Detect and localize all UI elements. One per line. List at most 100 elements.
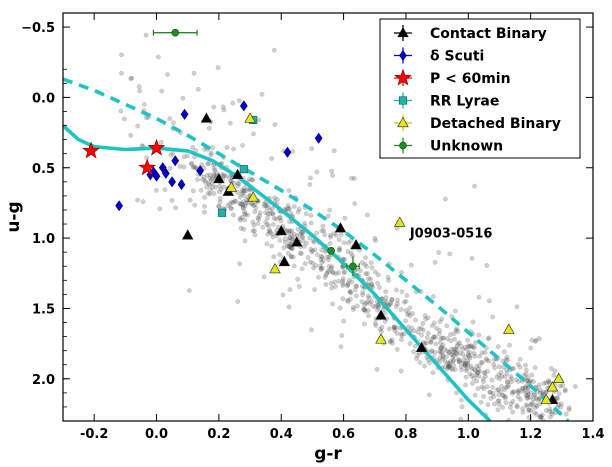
background-star bbox=[291, 232, 297, 237]
background-star bbox=[495, 407, 501, 413]
background-star bbox=[212, 168, 218, 173]
background-star bbox=[489, 377, 495, 383]
background-star bbox=[460, 346, 466, 352]
background-star bbox=[460, 357, 466, 363]
background-star bbox=[481, 369, 487, 375]
background-star bbox=[440, 354, 446, 360]
background-star bbox=[259, 91, 265, 97]
background-star bbox=[263, 203, 269, 209]
background-star bbox=[375, 302, 381, 308]
background-star bbox=[311, 239, 317, 245]
background-star bbox=[317, 263, 323, 269]
background-star bbox=[325, 268, 331, 274]
background-star bbox=[523, 392, 529, 398]
plot-frame bbox=[62, 12, 594, 422]
background-star bbox=[319, 259, 325, 265]
background-star bbox=[403, 307, 409, 313]
background-star bbox=[368, 276, 374, 282]
background-star bbox=[458, 364, 464, 370]
background-star bbox=[549, 411, 555, 417]
background-star bbox=[370, 284, 376, 290]
background-star bbox=[515, 361, 521, 367]
background-star bbox=[190, 188, 196, 194]
background-star bbox=[287, 287, 293, 292]
background-star bbox=[465, 351, 471, 357]
background-star bbox=[487, 389, 493, 395]
background-star bbox=[270, 210, 275, 216]
background-star bbox=[373, 303, 378, 309]
background-star bbox=[437, 348, 443, 354]
background-star bbox=[211, 172, 217, 178]
background-star bbox=[300, 238, 306, 244]
background-star bbox=[237, 216, 243, 221]
background-star bbox=[265, 231, 270, 237]
background-star bbox=[311, 265, 316, 271]
background-star bbox=[208, 187, 214, 193]
background-star bbox=[296, 206, 302, 212]
background-star bbox=[341, 270, 347, 276]
legend-label-delta-scuti: δ Scuti bbox=[430, 49, 484, 65]
background-star bbox=[532, 338, 538, 344]
background-star bbox=[373, 323, 379, 328]
legend-box bbox=[379, 18, 581, 159]
background-star bbox=[394, 301, 400, 307]
background-star bbox=[300, 229, 305, 235]
background-star bbox=[242, 208, 247, 214]
background-star bbox=[398, 331, 404, 337]
background-star bbox=[340, 296, 346, 302]
background-star bbox=[485, 336, 491, 342]
background-star bbox=[463, 354, 468, 360]
background-star bbox=[520, 386, 525, 391]
background-star bbox=[332, 279, 337, 285]
background-star bbox=[474, 370, 480, 376]
background-star bbox=[510, 399, 516, 404]
background-star bbox=[252, 209, 258, 215]
background-star bbox=[444, 348, 450, 354]
point-unknown bbox=[349, 262, 357, 271]
background-star bbox=[378, 328, 384, 334]
background-star bbox=[288, 253, 294, 259]
background-star bbox=[362, 261, 368, 267]
background-star bbox=[439, 350, 445, 355]
background-star bbox=[374, 366, 380, 372]
background-star bbox=[214, 170, 219, 176]
background-star bbox=[523, 362, 528, 368]
background-star bbox=[250, 228, 256, 234]
background-star bbox=[282, 236, 288, 242]
background-star bbox=[319, 247, 325, 253]
background-star bbox=[181, 154, 187, 160]
legend-marker-rr-lyrae bbox=[398, 96, 408, 105]
background-star bbox=[353, 283, 359, 289]
background-star bbox=[466, 343, 472, 349]
background-star bbox=[514, 404, 520, 410]
background-star bbox=[394, 330, 400, 336]
solid-cyan-curve bbox=[63, 124, 492, 421]
background-star bbox=[344, 297, 350, 303]
background-star bbox=[475, 367, 481, 372]
background-star bbox=[389, 337, 395, 343]
background-star bbox=[446, 362, 451, 368]
background-star bbox=[524, 403, 530, 409]
background-star bbox=[477, 368, 482, 374]
point-delta-scuti bbox=[239, 100, 248, 112]
background-star bbox=[496, 387, 501, 392]
background-star bbox=[538, 415, 544, 421]
background-star bbox=[548, 365, 554, 371]
background-star bbox=[198, 187, 204, 193]
background-star bbox=[208, 177, 214, 183]
background-star bbox=[217, 196, 223, 201]
background-star bbox=[370, 304, 376, 309]
background-star bbox=[167, 165, 173, 171]
background-star bbox=[360, 289, 366, 295]
background-star bbox=[322, 275, 328, 280]
background-star bbox=[428, 340, 434, 345]
point-contact-binary bbox=[275, 224, 287, 236]
background-star bbox=[474, 378, 479, 384]
background-star bbox=[428, 339, 433, 345]
background-star bbox=[364, 299, 370, 305]
background-star bbox=[464, 366, 470, 372]
background-star bbox=[429, 323, 435, 329]
background-star bbox=[525, 395, 531, 401]
background-star bbox=[454, 343, 460, 349]
background-star bbox=[446, 365, 452, 370]
